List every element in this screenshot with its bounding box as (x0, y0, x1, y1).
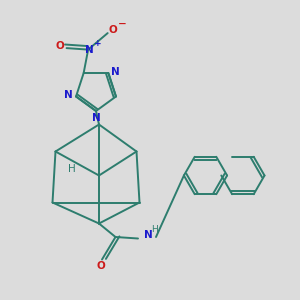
Text: N: N (64, 90, 73, 100)
Text: N: N (92, 112, 100, 123)
Text: H: H (68, 164, 75, 175)
Text: N: N (85, 45, 94, 55)
Text: N: N (112, 67, 120, 76)
Text: O: O (96, 261, 105, 271)
Text: N: N (144, 230, 153, 241)
Text: −: − (118, 19, 127, 29)
Text: +: + (94, 38, 102, 47)
Text: O: O (109, 25, 117, 34)
Text: H: H (151, 225, 158, 234)
Text: O: O (56, 41, 64, 51)
